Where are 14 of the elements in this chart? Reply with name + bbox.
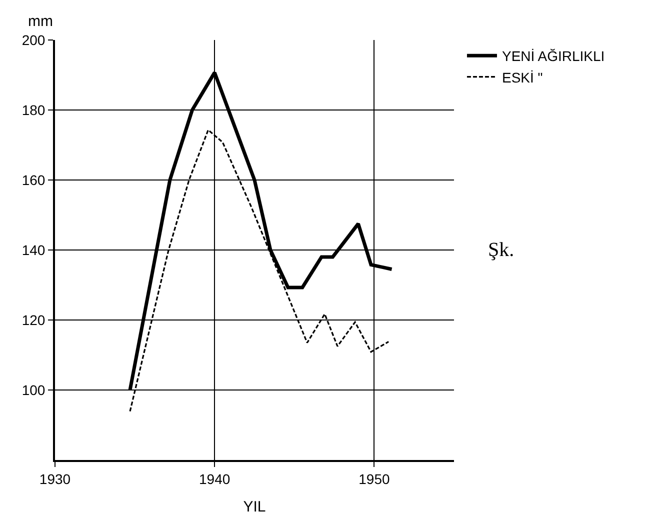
text: Şk. [488,239,514,261]
y-axis-title: mm [28,13,53,30]
x-tick-label: 1940 [199,470,230,487]
y-tick-label: 200 [22,32,46,48]
y-tick-label: 180 [22,102,46,118]
legend-label: YENİ AĞIRLIKLI [502,48,605,64]
x-tick-label: 1950 [358,470,390,487]
legend-label: ESKİ " [502,69,543,86]
y-tick-label: 120 [22,312,46,328]
x-tick-label: 1930 [39,470,71,487]
y-tick-label: 160 [22,172,46,188]
y-tick-label: 140 [22,242,46,258]
y-tick-label: 100 [22,382,46,398]
x-axis-title: YIL [243,498,266,516]
